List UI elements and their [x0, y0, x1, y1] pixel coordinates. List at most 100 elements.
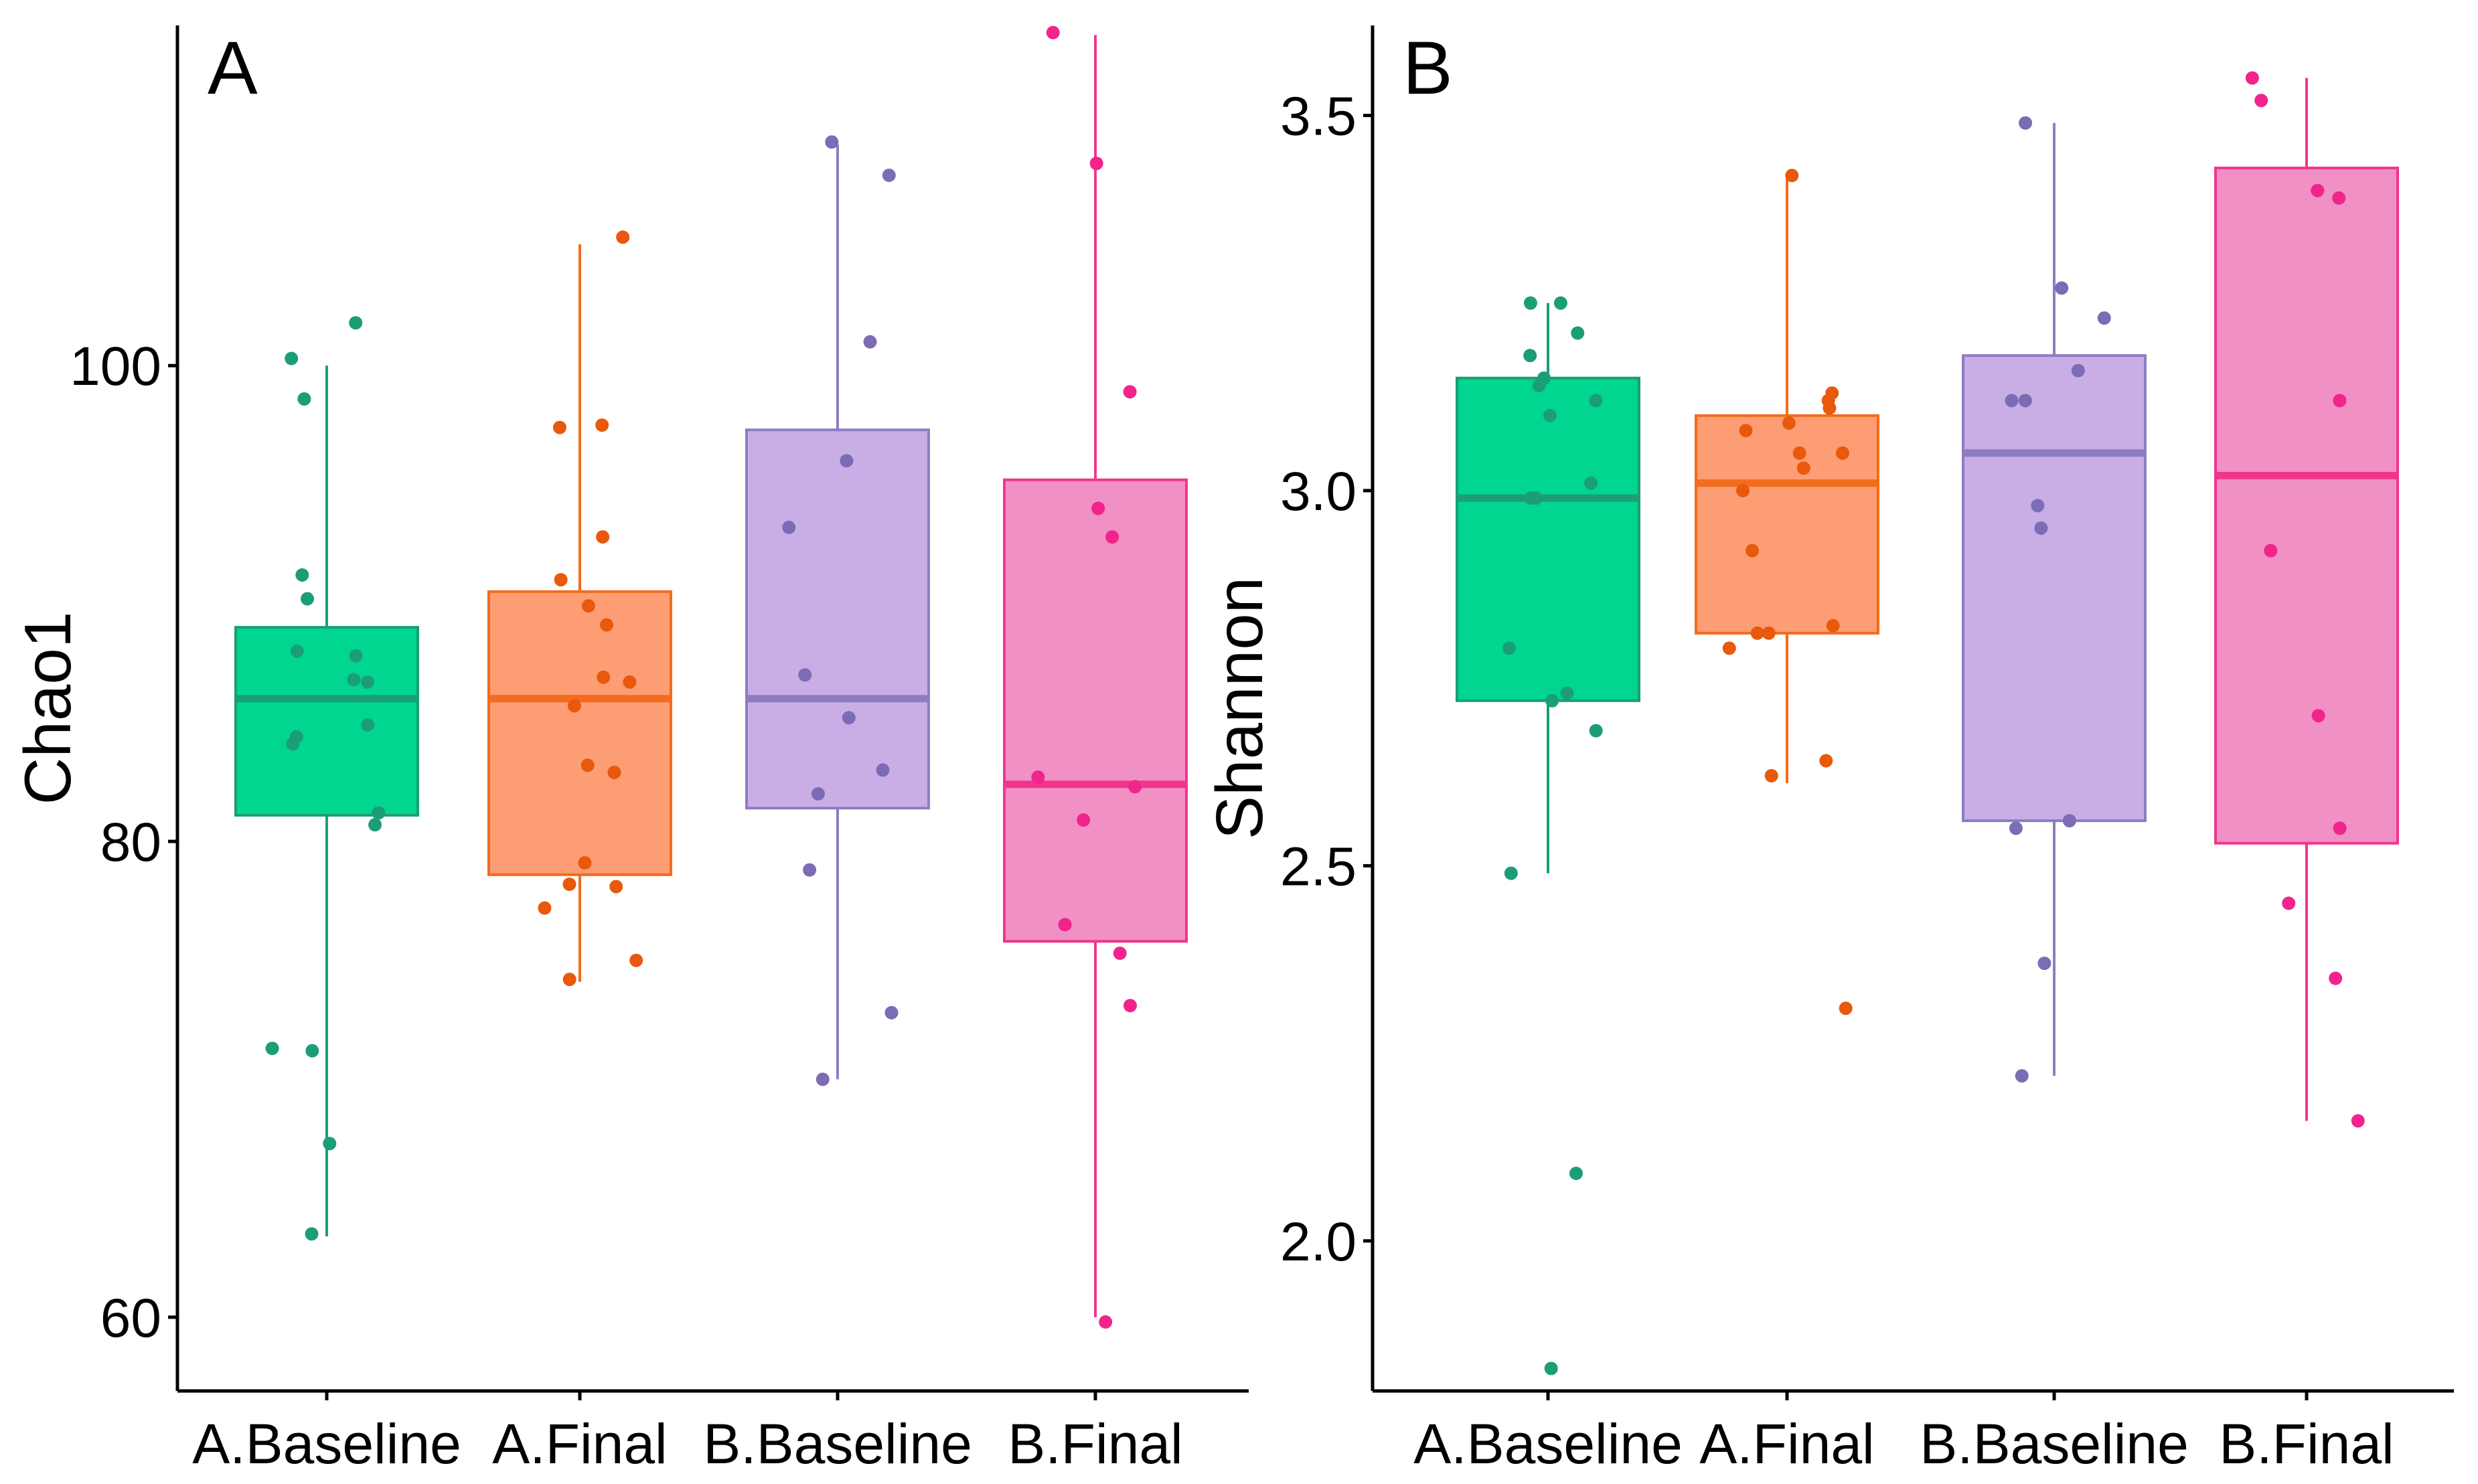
- data-point-B.Baseline: [882, 168, 896, 182]
- panel-b-shannon: 2.0 2.5 3.0 3.5 A.Baseline A.Final B.Baseline B…: [1203, 25, 2454, 1475]
- data-point-A.Baseline: [265, 1042, 279, 1056]
- data-point-A.Baseline: [1545, 693, 1559, 708]
- data-point-B.Final: [1058, 918, 1072, 932]
- data-point-B.Baseline: [811, 787, 826, 801]
- data-point-A.Final: [1796, 461, 1810, 475]
- data-point-B.Final: [2329, 971, 2343, 985]
- data-point-A.Final: [538, 901, 552, 915]
- data-point-A.Baseline: [295, 568, 309, 582]
- data-point-B.Final: [2333, 394, 2347, 408]
- x-tick-label-B.Baseline: B.Baseline: [1920, 1412, 2189, 1475]
- data-point-B.Final: [2245, 71, 2259, 85]
- data-point-B.Baseline: [798, 668, 812, 682]
- data-point-A.Baseline: [347, 673, 361, 687]
- data-point-B.Baseline: [2055, 281, 2069, 295]
- data-point-B.Baseline: [2018, 394, 2032, 408]
- box-A.Final: [1695, 414, 1879, 635]
- data-point-A.Final: [1750, 626, 1764, 640]
- data-point-B.Baseline: [2015, 1069, 2029, 1083]
- data-point-B.Final: [1077, 813, 1091, 827]
- data-point-A.Baseline: [1532, 379, 1546, 393]
- data-point-A.Final: [1745, 544, 1759, 558]
- data-point-B.Baseline: [2097, 311, 2111, 325]
- data-point-A.Final: [1839, 1001, 1853, 1015]
- data-point-B.Baseline: [2037, 957, 2051, 971]
- data-point-A.Baseline: [297, 392, 311, 406]
- data-point-A.Baseline: [1543, 408, 1557, 422]
- data-point-A.Final: [1835, 446, 1849, 460]
- data-point-B.Baseline: [884, 1005, 899, 1019]
- y-axis-title-chao1: Chao1: [11, 612, 84, 805]
- box-B.Baseline: [745, 428, 930, 810]
- data-point-A.Final: [1722, 641, 1736, 655]
- data-point-B.Final: [1123, 385, 1137, 399]
- data-point-B.Baseline: [816, 1072, 830, 1086]
- y-tick-label: 2.0: [1280, 1212, 1357, 1272]
- x-tick-label-A.Final: A.Final: [1699, 1412, 1874, 1475]
- y-tick-label: 2.5: [1280, 836, 1357, 897]
- data-point-A.Final: [1739, 424, 1753, 438]
- data-point-B.Baseline: [782, 520, 796, 534]
- x-tick-label-B.Baseline: B.Baseline: [703, 1412, 972, 1475]
- data-point-A.Baseline: [1584, 476, 1598, 490]
- data-point-A.Baseline: [1553, 296, 1567, 310]
- data-point-A.Final: [1792, 446, 1806, 460]
- data-point-B.Final: [1113, 946, 1127, 961]
- data-point-A.Final: [596, 530, 610, 544]
- data-point-A.Final: [595, 418, 609, 432]
- data-point-B.Final: [2351, 1114, 2365, 1128]
- data-point-B.Baseline: [863, 335, 877, 349]
- data-point-A.Final: [552, 420, 566, 434]
- data-point-A.Baseline: [368, 818, 382, 832]
- data-point-A.Final: [1782, 416, 1796, 430]
- data-point-A.Final: [1785, 169, 1799, 183]
- data-point-B.Baseline: [2031, 499, 2045, 513]
- data-point-B.Baseline: [2019, 116, 2033, 130]
- data-point-B.Baseline: [2062, 814, 2076, 828]
- data-point-A.Final: [1762, 626, 1776, 640]
- data-point-A.Baseline: [323, 1137, 337, 1151]
- data-point-B.Baseline: [842, 711, 856, 725]
- data-point-A.Baseline: [1502, 641, 1516, 655]
- panel-label-a: A: [208, 26, 258, 110]
- data-point-A.Baseline: [361, 718, 375, 732]
- data-point-A.Final: [616, 230, 630, 244]
- x-tick-label-A.Baseline: A.Baseline: [192, 1412, 461, 1475]
- data-point-B.Final: [1128, 780, 1142, 794]
- data-point-A.Baseline: [1504, 866, 1518, 880]
- box-A.Baseline: [234, 626, 419, 817]
- data-point-A.Final: [578, 856, 592, 870]
- data-point-A.Baseline: [1589, 724, 1603, 738]
- data-point-A.Baseline: [305, 1044, 319, 1058]
- data-point-A.Final: [580, 758, 595, 772]
- data-point-B.Final: [1046, 25, 1060, 39]
- data-point-B.Baseline: [2071, 363, 2085, 378]
- data-point-B.Final: [1105, 530, 1119, 544]
- data-point-A.Final: [554, 573, 568, 587]
- data-point-A.Baseline: [1523, 296, 1537, 310]
- y-axis-title-shannon: Shannon: [1203, 577, 1276, 839]
- data-point-A.Final: [562, 973, 576, 987]
- data-point-B.Final: [1091, 501, 1105, 515]
- box-A.Final: [487, 590, 672, 876]
- data-point-B.Baseline: [803, 863, 817, 877]
- data-point-A.Final: [607, 765, 621, 779]
- data-point-B.Final: [2264, 544, 2278, 558]
- data-point-A.Final: [567, 699, 581, 713]
- data-point-A.Final: [1823, 401, 1837, 415]
- data-point-A.Baseline: [349, 649, 363, 663]
- data-point-A.Baseline: [1589, 394, 1603, 408]
- data-point-A.Baseline: [301, 592, 315, 606]
- x-tick-label-B.Final: B.Final: [1008, 1412, 1182, 1475]
- data-point-B.Final: [2254, 94, 2268, 108]
- box-B.Final: [2214, 166, 2399, 845]
- box-B.Final: [1003, 478, 1188, 943]
- data-point-A.Baseline: [1571, 326, 1585, 340]
- data-point-B.Final: [2332, 191, 2346, 205]
- data-point-B.Final: [2333, 821, 2347, 835]
- data-point-A.Baseline: [1523, 349, 1537, 363]
- box-B.Baseline: [1962, 354, 2147, 823]
- data-point-A.Baseline: [1524, 491, 1538, 505]
- data-point-B.Baseline: [876, 763, 890, 777]
